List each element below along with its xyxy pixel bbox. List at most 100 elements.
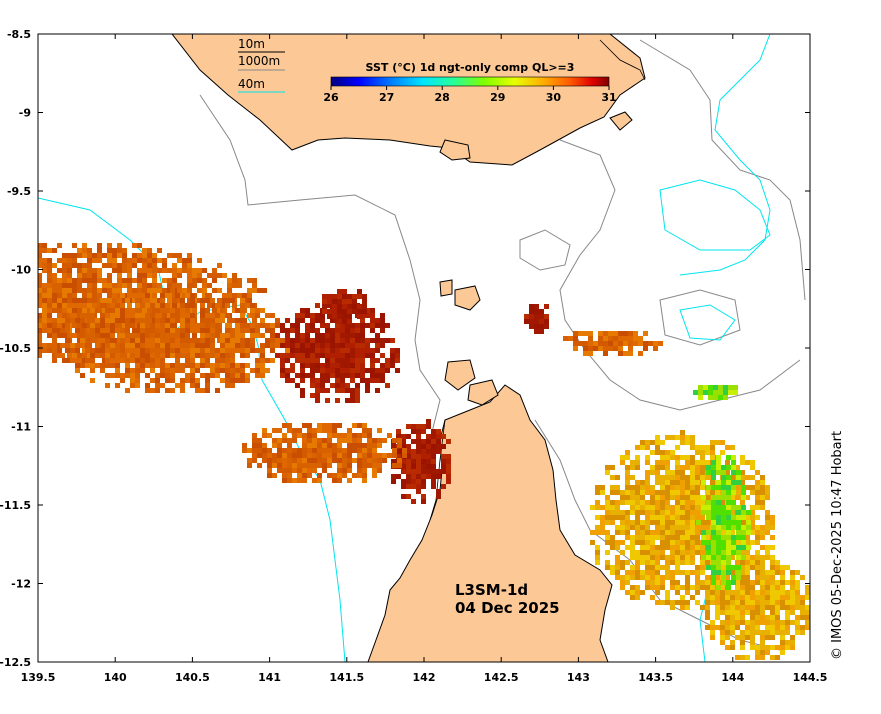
sst-pixel [640, 500, 645, 505]
sst-pixel [785, 615, 790, 620]
sst-pixel [105, 323, 110, 328]
sst-pixel [265, 343, 270, 348]
sst-pixel [302, 443, 307, 448]
sst-pixel [740, 645, 745, 650]
sst-pixel [705, 580, 710, 585]
sst-pixel [95, 323, 100, 328]
sst-pixel [160, 328, 165, 333]
sst-pixel [390, 348, 395, 353]
sst-pixel [47, 343, 52, 348]
sst-pixel [110, 338, 115, 343]
sst-pixel [220, 378, 225, 383]
sst-pixel [715, 590, 720, 595]
sst-pixel [332, 428, 337, 433]
sst-pixel [310, 373, 315, 378]
sst-pixel [215, 363, 220, 368]
sst-pixel [2, 248, 7, 253]
sst-pixel [765, 590, 770, 595]
sst-pixel [255, 323, 260, 328]
sst-pixel [17, 328, 22, 333]
sst-pixel [245, 378, 250, 383]
sst-pixel [210, 353, 215, 358]
sst-pixel [240, 343, 245, 348]
sst-pixel [690, 555, 695, 560]
sst-pixel [72, 263, 77, 268]
sst-pixel [721, 550, 726, 555]
sst-pixel [230, 343, 235, 348]
sst-pixel [187, 303, 192, 308]
sst-pixel [625, 480, 630, 485]
sst-pixel [740, 620, 745, 625]
sst-pixel [165, 333, 170, 338]
sst-pixel [347, 448, 352, 453]
sst-pixel [145, 353, 150, 358]
sst-pixel [215, 388, 220, 393]
sst-pixel [77, 263, 82, 268]
sst-pixel [680, 495, 685, 500]
sst-pixel [605, 470, 610, 475]
sst-pixel [760, 495, 765, 500]
sst-pixel [177, 303, 182, 308]
sst-pixel [72, 293, 77, 298]
sst-pixel [12, 283, 17, 288]
sst-pixel [32, 353, 37, 358]
sst-pixel [322, 443, 327, 448]
sst-pixel [175, 293, 180, 298]
sst-pixel [645, 440, 650, 445]
sst-pixel [698, 390, 703, 395]
sst-pixel [380, 338, 385, 343]
sst-pixel [745, 535, 750, 540]
sst-pixel [290, 323, 295, 328]
sst-pixel [645, 525, 650, 530]
sst-pixel [665, 450, 670, 455]
sst-pixel [700, 455, 705, 460]
sst-pixel [315, 368, 320, 373]
sst-pixel [155, 313, 160, 318]
sst-pixel [401, 479, 406, 484]
sst-pixel [675, 500, 680, 505]
sst-pixel [665, 435, 670, 440]
sst-pixel [135, 318, 140, 323]
sst-pixel [397, 463, 402, 468]
sst-pixel [252, 283, 257, 288]
sst-pixel [315, 398, 320, 403]
sst-pixel [741, 515, 746, 520]
sst-pixel [307, 443, 312, 448]
sst-pixel [182, 258, 187, 263]
sst-pixel [325, 398, 330, 403]
sst-pixel [660, 555, 665, 560]
sst-pixel [391, 474, 396, 479]
sst-pixel [630, 460, 635, 465]
sst-pixel [385, 383, 390, 388]
sst-pixel [32, 358, 37, 363]
sst-pixel [177, 253, 182, 258]
sst-pixel [177, 273, 182, 278]
sst-pixel [726, 550, 731, 555]
sst-pixel [720, 530, 725, 535]
sst-pixel [735, 580, 740, 585]
colorbar-title: SST (°C) 1d ngt-only comp QL>=3 [366, 61, 575, 74]
sst-pixel [685, 480, 690, 485]
sst-pixel [416, 479, 421, 484]
sst-pixel [411, 459, 416, 464]
land-torres-island-2 [439, 279, 453, 297]
sst-pixel [655, 555, 660, 560]
sst-pixel [322, 309, 327, 314]
sst-pixel [17, 258, 22, 263]
sst-pixel [290, 338, 295, 343]
sst-pixel [7, 248, 12, 253]
sst-pixel [735, 655, 740, 660]
sst-pixel [367, 443, 372, 448]
sst-pixel [711, 520, 716, 525]
sst-pixel [775, 570, 780, 575]
sst-pixel [332, 294, 337, 299]
sst-pixel [588, 331, 593, 336]
sst-pixel [242, 448, 247, 453]
sst-pixel [200, 348, 205, 353]
sst-pixel [177, 268, 182, 273]
sst-pixel [731, 565, 736, 570]
sst-pixel [330, 358, 335, 363]
sst-pixel [650, 540, 655, 545]
sst-pixel [57, 308, 62, 313]
sst-pixel [130, 318, 135, 323]
